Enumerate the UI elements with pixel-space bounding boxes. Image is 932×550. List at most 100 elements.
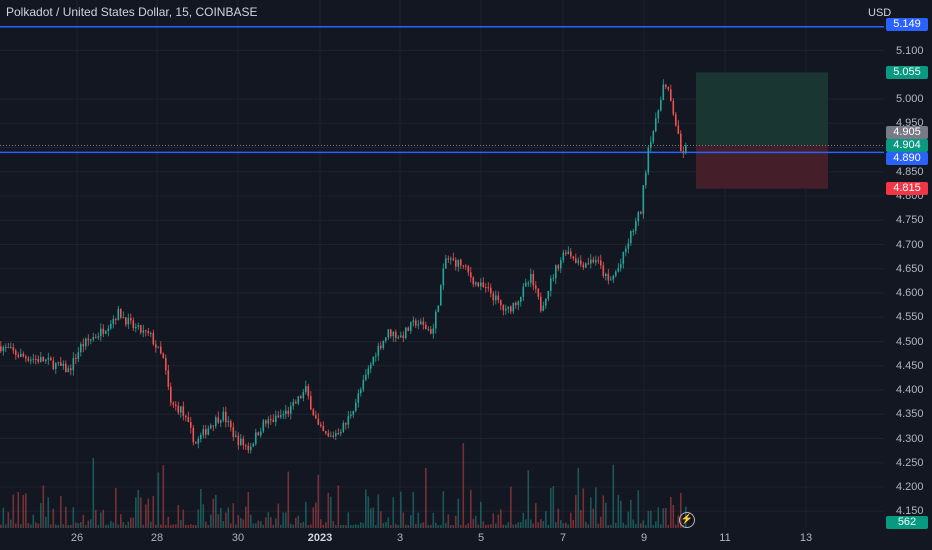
volume-bar <box>137 489 140 528</box>
candle-body <box>410 322 412 332</box>
volume-bar <box>645 525 647 528</box>
candle-body <box>275 415 277 423</box>
candle-body <box>675 114 677 126</box>
currency-label: USD <box>868 7 892 19</box>
candle-body <box>447 258 450 260</box>
candle-body <box>492 293 495 301</box>
volume-bar <box>130 517 132 528</box>
time-tick-label: 13 <box>799 532 813 544</box>
volume-bar <box>345 524 347 528</box>
volume-bar <box>617 494 620 528</box>
candle-body <box>280 415 282 418</box>
candle-body <box>122 317 125 319</box>
candle-body <box>15 350 17 355</box>
candle-body <box>167 370 170 387</box>
volume-bar <box>312 507 315 528</box>
volume-bar <box>277 503 280 528</box>
volume-bar <box>545 511 547 528</box>
candle-body <box>527 282 530 284</box>
candle-body <box>430 329 432 334</box>
volume-bar <box>227 507 230 528</box>
candle-body <box>217 417 220 423</box>
volume-bar <box>670 496 672 528</box>
candle-body <box>55 363 57 369</box>
volume-bar <box>217 514 220 528</box>
volume-bar <box>225 512 227 528</box>
candle-body <box>305 386 307 392</box>
candle-body <box>500 300 502 306</box>
candle-body <box>80 344 82 353</box>
volume-bar <box>440 524 442 528</box>
volume-bar <box>297 515 300 528</box>
candle-body <box>385 337 387 341</box>
volume-bar <box>477 524 480 528</box>
volume-bar <box>252 523 255 528</box>
volume-bar <box>405 524 407 528</box>
candle-body <box>592 259 595 263</box>
volume-bar <box>30 524 32 528</box>
volume-bar <box>7 512 10 528</box>
candle-body <box>555 265 557 279</box>
price-tick-label: 4.750 <box>896 214 924 227</box>
volume-bar <box>290 523 292 528</box>
candle-body <box>140 325 142 333</box>
candle-body <box>42 357 45 362</box>
volume-bar <box>172 524 175 528</box>
candle-body <box>240 438 242 445</box>
candle-body <box>0 346 2 352</box>
volume-bar <box>295 517 297 528</box>
volume-bar <box>62 524 65 528</box>
candle-body <box>337 433 340 435</box>
volume-bar <box>72 507 75 528</box>
volume-bar <box>52 508 55 528</box>
candle-body <box>102 328 105 334</box>
volume-bar <box>672 504 675 528</box>
candle-body <box>255 432 257 444</box>
lightning-icon[interactable]: ⚡ <box>679 512 695 528</box>
volume-bar <box>85 524 87 528</box>
volume-bar <box>60 495 62 528</box>
candle-body <box>622 252 625 264</box>
candle-body <box>160 346 162 354</box>
candle-body <box>637 212 640 222</box>
candle-body <box>412 320 415 323</box>
volume-bar <box>322 524 325 528</box>
candle-body <box>127 318 130 325</box>
candle-body <box>112 319 115 324</box>
volume-bar <box>22 494 25 528</box>
candle-body <box>392 332 395 337</box>
volume-bar <box>542 521 545 528</box>
candle-body <box>655 118 657 132</box>
volume-bar <box>237 515 240 528</box>
volume-bar <box>530 519 532 528</box>
volume-bar <box>357 524 360 528</box>
volume-bar <box>495 523 497 528</box>
candle-body <box>607 273 610 281</box>
candle-body <box>37 358 40 362</box>
volume-bar <box>487 524 490 528</box>
candle-body <box>52 360 55 369</box>
candle-body <box>262 420 265 432</box>
volume-bar <box>372 507 375 528</box>
volume-bar <box>395 524 397 528</box>
volume-bar <box>167 516 170 528</box>
price-tick-label: 4.550 <box>896 311 924 324</box>
candle-body <box>417 324 420 326</box>
target-badge: 5.055 <box>886 66 928 79</box>
volume-bar <box>40 503 42 528</box>
volume-bar <box>265 517 267 528</box>
price-tick-label: 4.300 <box>896 432 924 445</box>
candle-body <box>640 212 642 214</box>
volume-bar <box>597 523 600 528</box>
volume-bar <box>417 512 420 528</box>
candle-body <box>315 415 317 419</box>
candle-body <box>562 252 565 261</box>
candle-body <box>107 328 110 331</box>
volume-bar <box>547 524 550 528</box>
volume-bar <box>350 525 352 528</box>
candle-body <box>277 415 280 418</box>
candle-body <box>257 432 260 436</box>
volume-bar <box>162 465 165 528</box>
volume-bar <box>550 487 552 528</box>
